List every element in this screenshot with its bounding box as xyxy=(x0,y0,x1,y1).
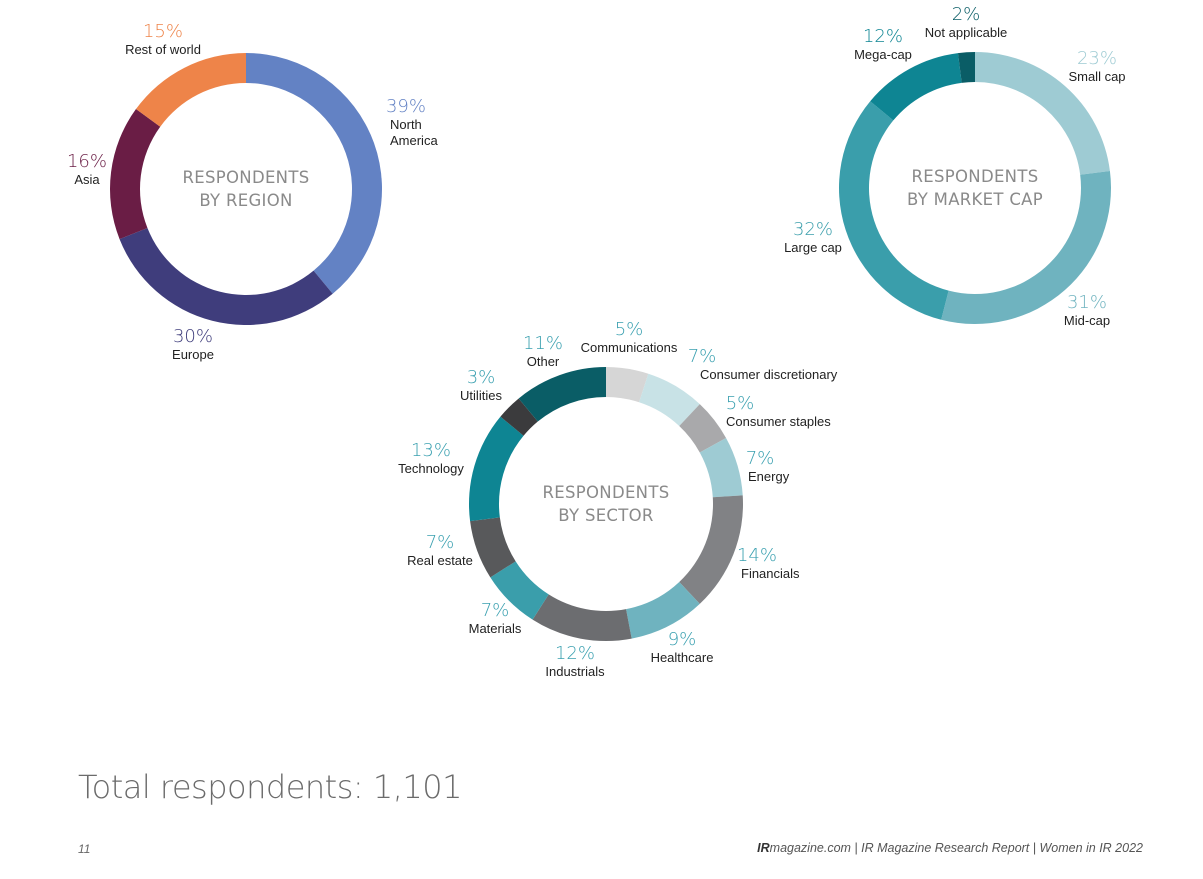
slice-label-energy: Energy xyxy=(748,469,790,484)
slice-label-rest-of-world: Rest of world xyxy=(125,42,201,57)
footer-report: | IR Magazine Research Report | Women in… xyxy=(850,841,1143,855)
slice-not-applicable xyxy=(957,52,975,83)
slice-label-not-applicable: Not applicable xyxy=(925,25,1007,40)
slice-mid-cap xyxy=(941,170,1111,324)
slice-asia xyxy=(109,109,161,240)
pct-label-large-cap: 32% xyxy=(793,219,833,240)
slice-label-technology: Technology xyxy=(398,461,464,476)
slice-communications xyxy=(606,367,649,403)
slice-financials xyxy=(679,495,743,604)
slice-industrials xyxy=(532,594,632,641)
total-respondents: Total respondents: 1,101 xyxy=(78,768,462,806)
slice-label-industrials: Industrials xyxy=(545,664,605,679)
slice-mega-cap xyxy=(870,53,962,121)
slice-north-america xyxy=(246,53,382,294)
center-title: BY MARKET CAP xyxy=(907,190,1043,209)
footer-site-rest: magazine.com xyxy=(769,841,851,855)
slice-label-utilities: Utilities xyxy=(460,388,502,403)
slice-real-estate xyxy=(470,517,516,578)
slice-rest-of-world xyxy=(135,53,246,127)
slice-materials xyxy=(490,561,549,620)
pct-label-europe: 30% xyxy=(173,326,213,347)
pct-label-asia: 16% xyxy=(67,151,107,172)
pct-label-energy: 7% xyxy=(746,448,775,469)
slice-label-north-america: North xyxy=(390,117,422,132)
slice-large-cap xyxy=(839,101,949,320)
slice-label-mega-cap: Mega-cap xyxy=(854,47,912,62)
pct-label-communications: 5% xyxy=(615,319,644,340)
pct-label-consumer-discretionary: 7% xyxy=(688,346,717,367)
slice-consumer-discretionary xyxy=(639,373,700,427)
slice-utilities xyxy=(500,398,538,436)
pct-label-mid-cap: 31% xyxy=(1067,292,1107,313)
center-title: BY SECTOR xyxy=(558,506,653,525)
center-title: RESPONDENTS xyxy=(912,167,1039,186)
pct-label-rest-of-world: 15% xyxy=(143,21,183,42)
slice-energy xyxy=(699,437,743,498)
pct-label-real-estate: 7% xyxy=(426,532,455,553)
slice-label-small-cap: Small cap xyxy=(1068,69,1125,84)
pct-label-industrials: 12% xyxy=(555,643,595,664)
pct-label-consumer-staples: 5% xyxy=(726,393,755,414)
pct-label-north-america: 39% xyxy=(386,96,426,117)
slice-technology xyxy=(469,416,524,522)
pct-label-materials: 7% xyxy=(481,600,510,621)
slice-label-large-cap: Large cap xyxy=(784,240,842,255)
slice-label-mid-cap: Mid-cap xyxy=(1064,313,1110,328)
slice-label-communications: Communications xyxy=(581,340,678,355)
slice-healthcare xyxy=(626,581,700,639)
slice-label-materials: Materials xyxy=(469,621,522,636)
center-title: RESPONDENTS xyxy=(543,483,670,502)
pct-label-financials: 14% xyxy=(737,545,777,566)
slice-label-healthcare: Healthcare xyxy=(651,650,714,665)
slice-label-north-america: America xyxy=(390,133,438,148)
donut-sector: 5%Communications 7%Consumer discretionary… xyxy=(398,319,838,679)
pct-label-small-cap: 23% xyxy=(1077,48,1117,69)
page-number: 11 xyxy=(78,842,91,856)
slice-label-asia: Asia xyxy=(74,172,100,187)
donut-marketcap: 23%Small cap 31%Mid-cap 32%Large cap 12%Meg… xyxy=(784,4,1125,328)
pct-label-healthcare: 9% xyxy=(668,629,697,650)
center-title: RESPONDENTS xyxy=(183,168,310,187)
slice-label-consumer-discretionary: Consumer discretionary xyxy=(700,367,838,382)
slice-europe xyxy=(119,228,333,326)
pct-label-utilities: 3% xyxy=(467,367,496,388)
pct-label-not-applicable: 2% xyxy=(952,4,981,25)
footer-site-bold: IR xyxy=(757,841,770,855)
slice-label-europe: Europe xyxy=(172,347,214,362)
pct-label-mega-cap: 12% xyxy=(863,26,903,47)
pct-label-technology: 13% xyxy=(411,440,451,461)
slice-label-financials: Financials xyxy=(741,566,800,581)
slice-label-real-estate: Real estate xyxy=(407,553,473,568)
footer-credit: IRmagazine.com | IR Magazine Research Re… xyxy=(757,841,1143,855)
slice-small-cap xyxy=(975,52,1110,175)
slice-consumer-staples xyxy=(679,404,727,453)
slice-label-other: Other xyxy=(527,354,560,369)
slice-other xyxy=(518,367,606,422)
slice-label-consumer-staples: Consumer staples xyxy=(726,414,831,429)
pct-label-other: 11% xyxy=(523,333,563,354)
center-title: BY REGION xyxy=(199,191,292,210)
